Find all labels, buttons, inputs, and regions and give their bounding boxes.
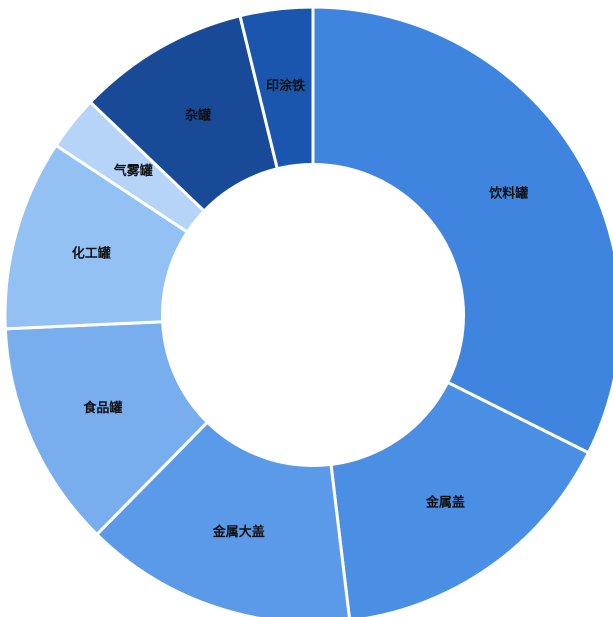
slice-label-2: 金属盖 xyxy=(425,495,465,511)
slice-label-4: 食品罐 xyxy=(83,400,122,416)
slice-label-8: 印涂铁 xyxy=(266,78,305,94)
slice-label-7: 杂罐 xyxy=(185,107,211,123)
donut-hole xyxy=(161,163,465,467)
slice-label-1: 饮料罐 xyxy=(488,186,528,202)
slice-label-6: 气雾罐 xyxy=(114,163,153,179)
slice-label-3: 金属大盖 xyxy=(212,524,265,540)
slice-label-5: 化工罐 xyxy=(72,245,111,261)
